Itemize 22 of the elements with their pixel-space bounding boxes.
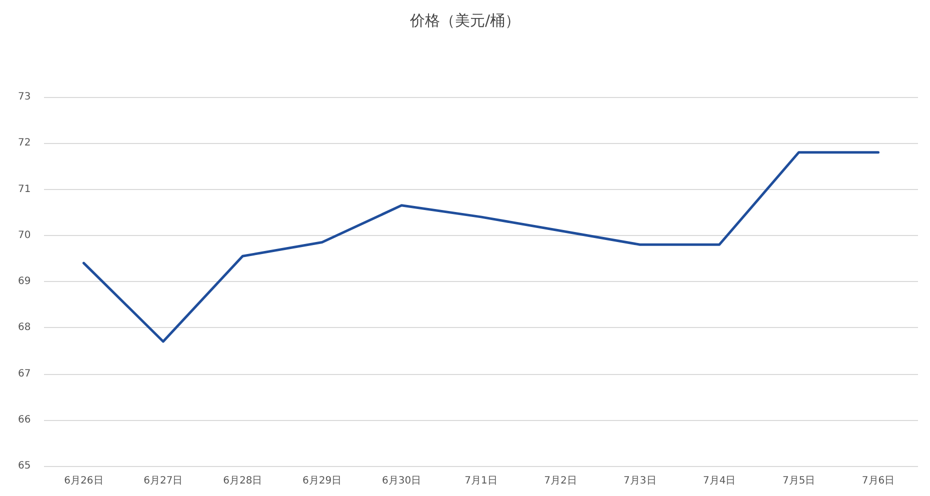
- y-tick-label: 71: [18, 184, 31, 195]
- line-series: [82, 151, 880, 343]
- x-tick-label: 6月30日: [382, 476, 422, 486]
- y-tick-label: 68: [18, 322, 31, 334]
- y-tick-label: 69: [18, 276, 31, 287]
- x-tick-label: 6月27日: [144, 476, 183, 486]
- y-tick-label: 67: [18, 368, 31, 380]
- chart-title: 价格（美元/桶）: [408, 12, 520, 30]
- x-tick-label: 6月28日: [223, 476, 262, 486]
- x-tick-label: 7月4日: [702, 476, 736, 486]
- x-tick-label: 6月26日: [64, 476, 104, 486]
- y-tick-label: 72: [18, 138, 31, 149]
- x-tick-label: 7月6日: [862, 476, 895, 486]
- y-tick-label: 70: [18, 230, 31, 241]
- x-tick-label: 7月3日: [624, 476, 656, 486]
- x-tick-label: 6月29日: [302, 476, 342, 486]
- x-tick-label: 7月2日: [544, 476, 577, 486]
- x-tick-label: 7月5日: [782, 476, 816, 486]
- x-tick-label: 7月1日: [464, 476, 498, 486]
- y-tick-label: 65: [18, 460, 31, 472]
- y-tick-label: 66: [18, 414, 31, 426]
- y-tick-label: 73: [18, 92, 31, 102]
